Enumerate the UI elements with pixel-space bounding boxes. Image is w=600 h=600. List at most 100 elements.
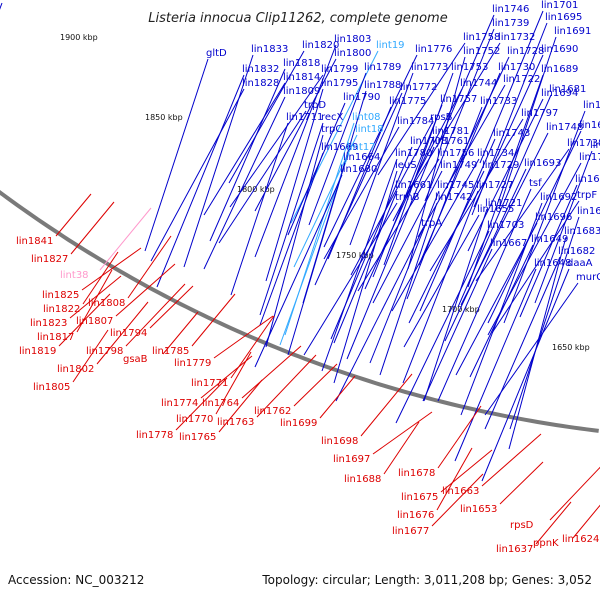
forward-leader-line [437,188,532,402]
forward-gene-label: trpC [321,124,342,135]
forward-gene-label: lin1784 [397,116,434,127]
forward-leader-line [209,68,286,242]
forward-leader-line [479,10,544,164]
forward-gene-label: lin1648 [534,258,571,269]
forward-leader-line [254,44,337,258]
forward-leader-line [308,72,367,226]
reverse-gene-label: lin1825 [42,290,79,301]
reverse-gene-label: lin1675 [401,492,438,503]
reverse-gene-label: lin1676 [397,510,434,521]
forward-gene-label: lin1701 [541,0,578,11]
reverse-gene-label: lin1764 [202,398,239,409]
forward-gene-label: lin1788 [364,80,401,91]
forward-leader-line [408,170,485,324]
forward-gene-label: lin1655 [477,204,514,215]
reverse-gene-label: lin1774 [161,398,198,409]
reverse-leader-line [149,285,194,329]
forward-leader-line [314,92,403,286]
reverse-leader-line [481,433,542,487]
forward-gene-label: lin1761 [432,136,469,147]
reverse-gene-label: lin1805 [33,382,70,393]
reverse-leader-line [69,275,122,319]
reverse-leader-line [72,329,109,383]
forward-gene-label: lin1744 [460,78,497,89]
reverse-leader-line [125,283,186,347]
forward-gene-label: lin1687 [583,100,600,111]
forward-gene-label: lin1743 [493,128,530,139]
forward-leader-line [372,170,443,304]
reverse-gene-label: lin1677 [392,526,429,537]
forward-gene-label: lin1734 [477,148,514,159]
leader-lines-layer [0,2,600,545]
reverse-leader-line [241,345,302,399]
reverse-gene-label: rpsD [510,520,534,531]
forward-gene-label: lin1756 [437,148,474,159]
forward-gene-label: lin1683 [564,226,600,237]
forward-gene-label: lin1649 [531,234,568,245]
forward-leader-line [183,54,254,268]
forward-leader-line [457,94,552,308]
forward-gene-label: lin1795 [321,78,358,89]
forward-gene-label: lin1772 [400,82,437,93]
forward-gene-label: lin1758 [463,32,500,43]
forward-gene-label: lin1728 [507,46,544,57]
forward-leader-line [335,228,424,402]
forward-leader-line [402,190,479,384]
forward-gene-label: murC [576,272,600,283]
forward-leader-line [417,84,506,238]
reverse-leader-line [440,449,493,493]
reverse-leader-line [293,363,338,407]
reverse-leader-line [81,247,142,291]
forward-gene-label: lin1832 [242,64,279,75]
forward-gene-label: lin1696 [535,212,572,223]
forward-gene-label: lint17 [347,142,376,153]
forward-gene-label: lin1721 [485,198,522,209]
reverse-gene-label: lin1808 [88,298,125,309]
forward-leader-line [349,72,414,246]
forward-leader-line [364,136,435,290]
forward-gene-label: lin1790 [343,92,380,103]
forward-gene-label: trpF [577,190,597,201]
reverse-gene-label: gsaB [123,354,148,365]
forward-leader-line [259,122,324,316]
forward-leader-line [503,110,586,324]
reverse-gene-label: lin1827 [31,254,68,265]
forward-gene-label: lin1752 [463,46,500,57]
forward-gene-label: lin1711 [286,112,323,123]
reverse-leader-line [96,301,149,365]
map-title: Listeria innocua Clip11262, complete gen… [148,11,447,26]
forward-gene-label: lin1828 [242,78,279,89]
forward-gene-label: lin1708 [410,136,447,147]
reverse-leader-line [213,315,274,359]
reverse-gene-label: lin1637 [496,544,533,555]
forward-gene-label: lin1745 [437,180,474,191]
forward-gene-label: lin1833 [251,44,288,55]
forward-leader-line [203,96,286,270]
reverse-gene-label: lin1819 [19,346,56,357]
forward-leader-line [323,126,400,260]
reverse-leader-line [218,379,263,433]
reverse-leader-line [256,354,317,418]
forward-leader-line [424,28,495,202]
forward-gene-label: lin1661 [395,180,432,191]
reverse-leader-line [535,501,572,545]
forward-gene-label: rpsB [430,112,453,123]
forward-leader-line [0,2,3,10]
forward-leader-line [203,82,286,216]
reverse-gene-label: lin1794 [110,328,147,339]
kbp-tick-label: 1650 kbp [552,343,590,352]
forward-gene-label: lin1780 [395,148,432,159]
forward-leader-line [391,158,480,312]
reverse-gene-label: ppnK [533,538,559,549]
forward-leader-line [218,110,307,244]
reverse-leader-line [499,461,544,505]
reverse-gene-label: lin1697 [333,454,370,465]
forward-leader-line [484,256,561,430]
reverse-gene-label: lin1841 [16,236,53,247]
forward-leader-line [228,50,305,184]
forward-gene-label: trmB [395,192,420,203]
forward-leader-line [509,216,580,430]
reverse-leader-line [230,315,275,379]
forward-leader-line [403,214,480,348]
forward-leader-line [498,36,557,210]
